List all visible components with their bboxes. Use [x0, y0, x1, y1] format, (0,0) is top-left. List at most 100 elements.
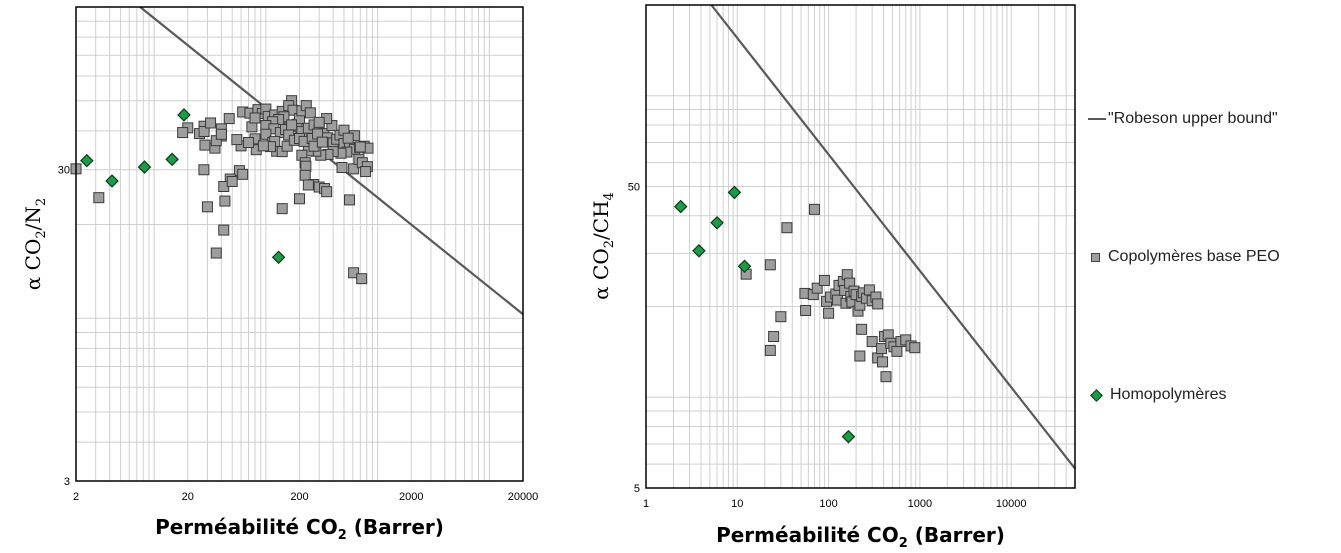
legend-line-symbol	[1088, 118, 1106, 120]
copolymer-point	[205, 117, 217, 129]
copolymer-point	[198, 164, 210, 176]
x-tick-label: 20000	[508, 491, 539, 503]
chart-co2-ch4-x-ticks: 1 10 100 1000 10000	[643, 498, 1027, 510]
copolymer-point	[201, 201, 213, 213]
homopolymer-point	[80, 153, 94, 168]
chart-co2-n2-frame	[75, 6, 524, 482]
copolymer-point	[281, 140, 293, 152]
copolymer-point	[891, 345, 903, 357]
homopolymer-point	[727, 185, 742, 200]
copolymer-point	[276, 203, 288, 215]
y-tick-label: 5	[634, 483, 640, 495]
chart-co2-ch4-x-axis-title: Perméabilité CO2 (Barrer)	[716, 523, 1005, 551]
copolymer-point	[243, 136, 255, 148]
x-tick-label: 10	[731, 498, 743, 510]
x-tick-label: 20	[182, 491, 194, 503]
x-tick-label: 2	[73, 491, 79, 503]
chart-co2-ch4-y-ticks: 5 50	[628, 182, 640, 495]
legend-item-copolymers: Copolymères base PEO	[1088, 248, 1280, 266]
homopolymer-point	[737, 259, 752, 274]
copolymer-point	[863, 284, 875, 296]
copolymer-point	[811, 282, 823, 294]
homopolymer-point	[271, 250, 286, 265]
legend-label-copolymers: Copolymères base PEO	[1108, 248, 1280, 265]
legend-square-symbol	[1091, 252, 1100, 262]
y-tick-label: 30	[58, 165, 70, 177]
copolymer-point	[856, 323, 868, 335]
chart-co2-ch4-y-axis-title: α CO2/CH4	[589, 192, 617, 300]
copolymer-point	[210, 247, 222, 259]
copolymer-point	[215, 128, 227, 140]
y-tick-label: 3	[64, 476, 70, 488]
chart-co2-n2-x-ticks: 2 20 200 2000 20000	[73, 491, 538, 503]
copolymer-point	[218, 224, 230, 236]
copolymer-point	[302, 179, 314, 191]
chart-co2-n2-points	[70, 95, 374, 285]
legend-label-homopolymers: Homopolymères	[1110, 386, 1227, 403]
chart-co2-n2-y-ticks: 3 30	[58, 165, 70, 488]
legend: "Robeson upper bound" Copolymères base P…	[1088, 110, 1338, 410]
x-tick-label: 2000	[399, 491, 423, 503]
homopolymer-point	[105, 174, 119, 188]
homopolymer-point	[841, 429, 856, 444]
copolymer-point	[342, 132, 354, 144]
copolymer-point	[231, 134, 243, 146]
copolymer-point	[249, 112, 261, 124]
x-tick-label: 1000	[908, 498, 932, 510]
copolymer-point	[764, 259, 776, 271]
copolymer-point	[93, 192, 105, 204]
copolymer-point	[199, 139, 211, 151]
chart-co2-ch4-frame	[645, 4, 1076, 489]
copolymer-point	[294, 193, 305, 205]
copolymer-point	[219, 195, 231, 207]
copolymer-point	[299, 169, 311, 181]
copolymer-point	[808, 203, 820, 215]
x-tick-label: 10000	[996, 498, 1027, 510]
copolymer-point	[823, 307, 835, 319]
copolymer-point	[877, 356, 889, 368]
homopolymer-point	[137, 160, 152, 174]
legend-label-robeson: "Robeson upper bound"	[1108, 110, 1278, 127]
chart-co2-ch4-robeson-line	[710, 4, 1076, 470]
copolymer-point	[223, 113, 235, 125]
copolymer-point	[198, 126, 210, 138]
copolymer-point	[321, 186, 333, 198]
chart-co2-n2-robeson-line	[139, 6, 524, 316]
copolymer-point	[304, 107, 316, 119]
copolymer-point	[768, 331, 780, 343]
chart-co2-n2: 2 20 200 2000 20000 3 30 Perméabilité CO2 (Ba…	[21, 6, 538, 543]
copolymer-point	[260, 128, 272, 140]
homopolymer-point	[710, 216, 724, 230]
chart-co2-ch4-points	[673, 185, 921, 444]
chart-co2-ch4-grid	[645, 4, 1076, 489]
copolymer-point	[876, 343, 888, 355]
chart-co2-n2-grid	[75, 6, 524, 482]
x-tick-label: 200	[290, 491, 308, 503]
copolymer-point	[237, 168, 249, 180]
copolymer-point	[775, 311, 787, 323]
copolymer-point	[872, 298, 884, 310]
homopolymer-point	[692, 244, 706, 258]
legend-item-homopolymers: Homopolymères	[1088, 386, 1226, 404]
copolymer-point	[800, 304, 812, 316]
copolymer-point	[866, 336, 878, 348]
copolymer-point	[177, 127, 189, 139]
copolymer-point	[286, 119, 298, 131]
copolymer-point	[316, 136, 328, 148]
copolymer-point	[356, 273, 368, 285]
copolymer-point	[360, 166, 372, 178]
copolymer-point	[764, 344, 776, 356]
homopolymer-point	[165, 152, 179, 167]
homopolymer-point	[177, 108, 191, 122]
chart-co2-n2-x-axis-title: Perméabilité CO2 (Barrer)	[155, 515, 444, 543]
copolymer-point	[313, 116, 325, 128]
copolymer-point	[909, 342, 921, 354]
copolymer-point	[348, 267, 360, 279]
x-tick-label: 100	[819, 498, 837, 510]
copolymer-point	[336, 162, 348, 174]
copolymer-point	[880, 371, 892, 383]
copolymer-point	[257, 140, 269, 152]
copolymer-point	[226, 176, 238, 188]
copolymer-point	[781, 222, 793, 234]
